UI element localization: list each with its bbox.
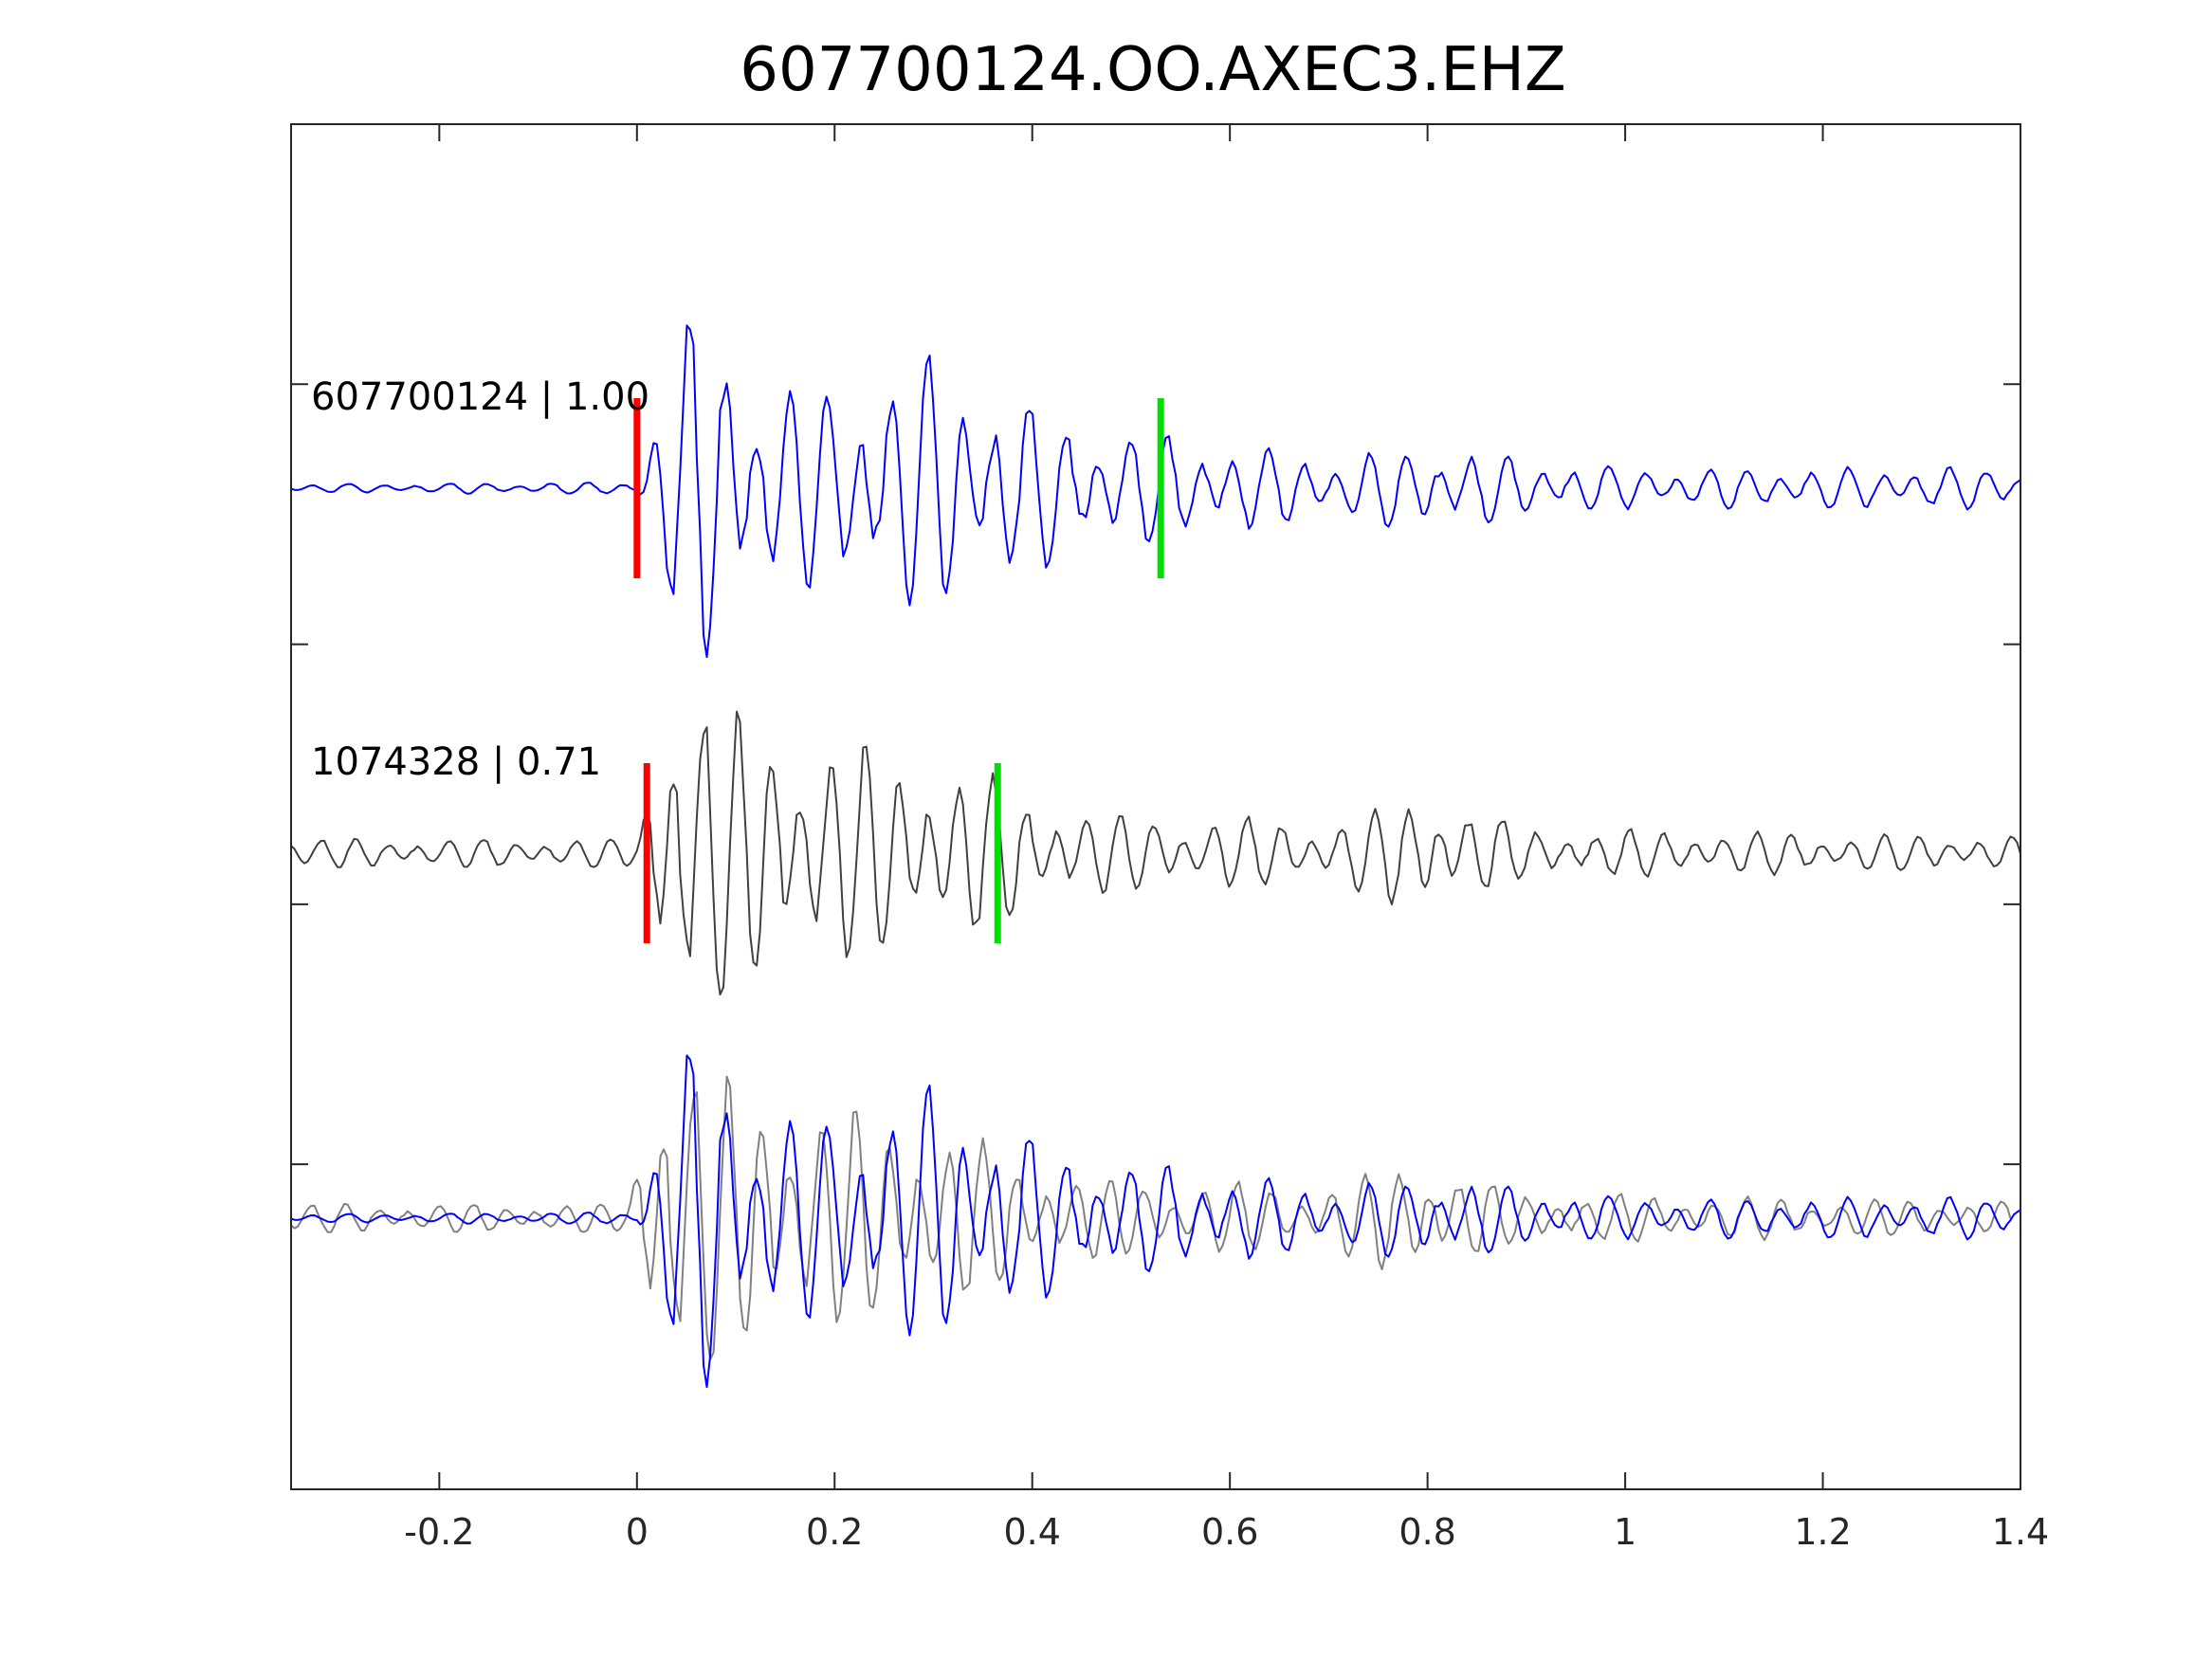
axis-ticks (291, 124, 2021, 1489)
traces-layer (290, 324, 2021, 996)
trace-2-waveform (290, 710, 2021, 996)
x-tick-label: 1.4 (1992, 1511, 2049, 1553)
x-tick-label: 0.8 (1398, 1511, 1455, 1553)
trace-1-waveform (290, 324, 2021, 659)
x-tick-label: 1 (1614, 1511, 1636, 1553)
x-tick-label: 0.6 (1201, 1511, 1258, 1553)
x-tick-label: 1.2 (1794, 1511, 1851, 1553)
trace-labels-layer: 607700124 | 1.00 1074328 | 0.71 (311, 375, 649, 784)
overlay-trace-2-waveform (290, 1075, 2012, 1361)
picks-layer (633, 398, 1164, 943)
x-tick-label: 0.4 (1003, 1511, 1060, 1553)
trace-2-label: 1074328 | 0.71 (311, 740, 601, 784)
chart-title: 607700124.OO.AXEC3.EHZ (740, 35, 1566, 105)
overlay-trace-1-waveform (290, 1054, 2021, 1389)
trace-1-label: 607700124 | 1.00 (311, 375, 649, 419)
overlay-layer (290, 1054, 2021, 1389)
x-tick-label: 0.2 (806, 1511, 863, 1553)
x-tick-labels: -0.2 0 0.2 0.4 0.6 0.8 1 1.2 1.4 (404, 1511, 2049, 1553)
x-tick-label: -0.2 (404, 1511, 474, 1553)
plot-frame (290, 123, 2021, 1490)
x-tick-label: 0 (626, 1511, 649, 1553)
